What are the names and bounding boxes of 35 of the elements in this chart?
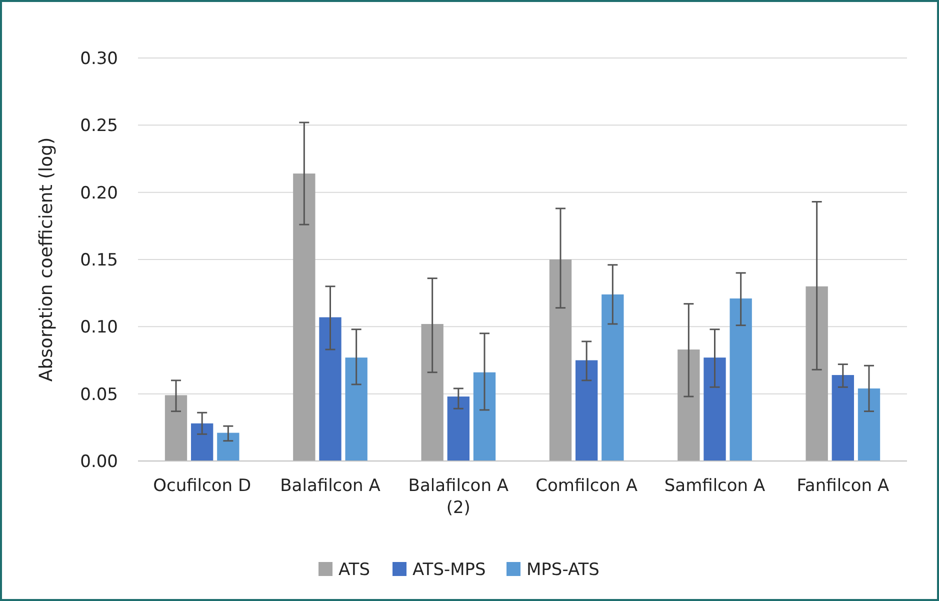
x-tick-label: Balafilcon A (2)	[408, 476, 509, 518]
x-tick-label: Balafilcon A	[280, 476, 381, 496]
legend-label: MPS-ATS	[526, 560, 600, 580]
bar	[602, 294, 624, 461]
bar	[704, 358, 726, 461]
bar	[191, 423, 214, 461]
y-tick-label: 0.00	[80, 452, 118, 472]
bar	[549, 260, 572, 461]
x-tick-label: Comfilcon A	[536, 476, 638, 496]
y-tick-label: 0.15	[80, 250, 118, 270]
x-tick-label: Ocufilcon D	[153, 476, 252, 496]
bar	[730, 298, 752, 461]
x-tick-label: Samfilcon A	[664, 476, 766, 496]
y-tick-label: 0.30	[80, 48, 118, 69]
legend-label: ATS	[338, 560, 370, 580]
bar	[832, 375, 854, 461]
bar	[319, 317, 342, 461]
y-tick-label: 0.20	[80, 183, 118, 204]
y-tick-label: 0.10	[80, 318, 118, 338]
bar	[576, 360, 598, 461]
y-tick-label: 0.05	[80, 384, 118, 405]
y-tick-label: 0.25	[80, 116, 118, 136]
bar	[806, 286, 828, 461]
bar	[164, 395, 188, 461]
bar	[293, 174, 316, 461]
y-axis-title: Absorption coefficient (log)	[36, 137, 57, 382]
legend-label: ATS-MPS	[412, 560, 486, 580]
bar	[217, 432, 240, 461]
bar	[421, 324, 444, 461]
bar	[678, 350, 700, 461]
x-tick-label: Fanfilcon A	[796, 476, 890, 496]
bar	[473, 372, 496, 461]
bar	[447, 396, 470, 461]
bar	[345, 358, 368, 461]
bar	[858, 388, 880, 461]
